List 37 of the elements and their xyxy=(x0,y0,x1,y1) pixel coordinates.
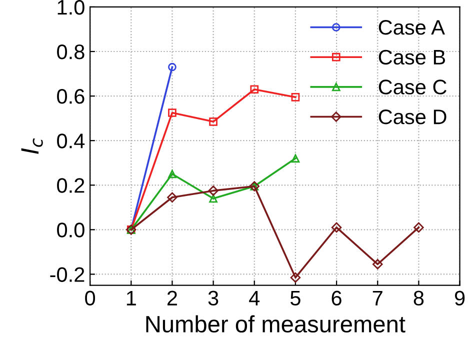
point xyxy=(208,186,218,196)
point xyxy=(291,154,300,163)
legend-label: Case A xyxy=(378,20,445,35)
legend-label: Case C xyxy=(378,80,446,94)
point xyxy=(250,85,259,94)
legend-label: Case B xyxy=(378,50,446,65)
x-tick-label: 6 xyxy=(332,290,342,306)
y-tick-label: 0.8 xyxy=(57,44,84,60)
point xyxy=(168,62,176,72)
x-tick-label: 7 xyxy=(372,290,382,306)
x-tick-label: 2 xyxy=(167,290,177,306)
point xyxy=(331,222,342,233)
x-tick-label: 9 xyxy=(454,290,465,306)
y-tick-label: 0.2 xyxy=(57,178,84,193)
legend-label: Case D xyxy=(378,110,446,124)
x-tick-label: 4 xyxy=(249,290,260,306)
y-tick-label: 0.6 xyxy=(57,89,84,104)
x-axis-title: Number of measurement xyxy=(146,315,406,333)
point xyxy=(168,170,176,178)
x-tick-label: 0 xyxy=(85,290,96,306)
point xyxy=(209,117,218,126)
x-tick-label: 3 xyxy=(208,290,218,306)
x-tick-label: 1 xyxy=(126,290,136,306)
point xyxy=(372,259,383,270)
x-tick-label: 8 xyxy=(414,290,424,306)
y-tick-label: 0.4 xyxy=(57,134,85,148)
point xyxy=(209,194,218,203)
point xyxy=(291,92,300,102)
x-tick-label: 5 xyxy=(290,290,300,306)
point xyxy=(167,192,178,202)
y-axis-title: I$_{c}$ xyxy=(21,138,43,154)
y-tick-label: 1.0 xyxy=(58,0,84,15)
y-tick-label: -0.2 xyxy=(50,267,84,282)
point xyxy=(168,108,176,117)
point xyxy=(290,272,301,283)
point xyxy=(414,222,424,233)
y-tick-label: 0.0 xyxy=(57,222,84,238)
